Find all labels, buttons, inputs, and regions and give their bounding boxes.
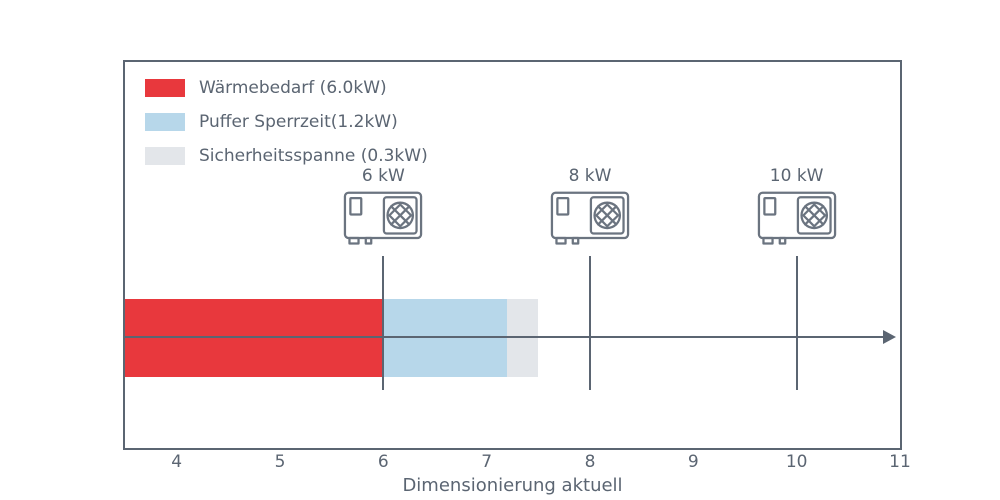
marker-label-10kw: 10 kW xyxy=(769,166,824,186)
x-tick-label: 11 xyxy=(889,452,911,472)
bar-segment-2 xyxy=(507,299,539,377)
legend-label-0: Wärmebedarf (6.0kW) xyxy=(199,78,387,98)
axis-arrow-head xyxy=(883,330,896,344)
bar-segment-1 xyxy=(383,299,508,377)
x-tick-layer: 4 5 6 7 8 9 10 11 xyxy=(125,452,911,474)
legend-item-waermebedarf: Wärmebedarf (6.0kW) xyxy=(145,78,428,98)
plot-area: Wärmebedarf (6.0kW) Puffer Sperrzeit(1.2… xyxy=(123,60,902,450)
x-tick-label: 6 xyxy=(377,452,389,472)
marker-line-10kw xyxy=(795,256,798,390)
marker-label-6kw: 6 kW xyxy=(361,166,405,186)
x-tick-label: 4 xyxy=(171,452,183,472)
marker-group-8kw: 8 kW xyxy=(549,166,631,390)
marker-group-6kw: 6 kW xyxy=(342,166,424,390)
marker-line-8kw xyxy=(589,256,591,390)
x-axis-label: Dimensionierung aktuell xyxy=(402,475,623,496)
x-tick-label: 7 xyxy=(481,452,493,472)
marker-line-6kw xyxy=(382,256,385,390)
x-tick-label: 10 xyxy=(785,452,808,472)
legend-swatch-0 xyxy=(145,79,185,97)
axis-arrow-line xyxy=(125,336,885,338)
marker-label-8kw: 8 kW xyxy=(568,166,612,186)
legend: Wärmebedarf (6.0kW) Puffer Sperrzeit(1.2… xyxy=(145,78,428,180)
legend-item-sicherheitsspanne: Sicherheitsspanne (0.3kW) xyxy=(145,146,428,166)
legend-swatch-1 xyxy=(145,113,185,131)
marker-group-10kw: 10 kW xyxy=(756,166,838,390)
bar-layer xyxy=(125,299,900,377)
heat-pump-icon xyxy=(344,191,423,245)
heat-pump-icon xyxy=(550,191,630,245)
legend-swatch-2 xyxy=(145,147,185,165)
x-tick-label: 8 xyxy=(584,452,596,472)
legend-item-puffer-sperrzeit: Puffer Sperrzeit(1.2kW) xyxy=(145,112,428,132)
heat-pump-icon xyxy=(757,191,836,245)
legend-label-1: Puffer Sperrzeit(1.2kW) xyxy=(199,112,398,132)
x-tick-label: 9 xyxy=(687,452,699,472)
legend-label-2: Sicherheitsspanne (0.3kW) xyxy=(199,146,428,166)
x-tick-label: 5 xyxy=(274,452,286,472)
bar-segment-0 xyxy=(125,299,384,377)
